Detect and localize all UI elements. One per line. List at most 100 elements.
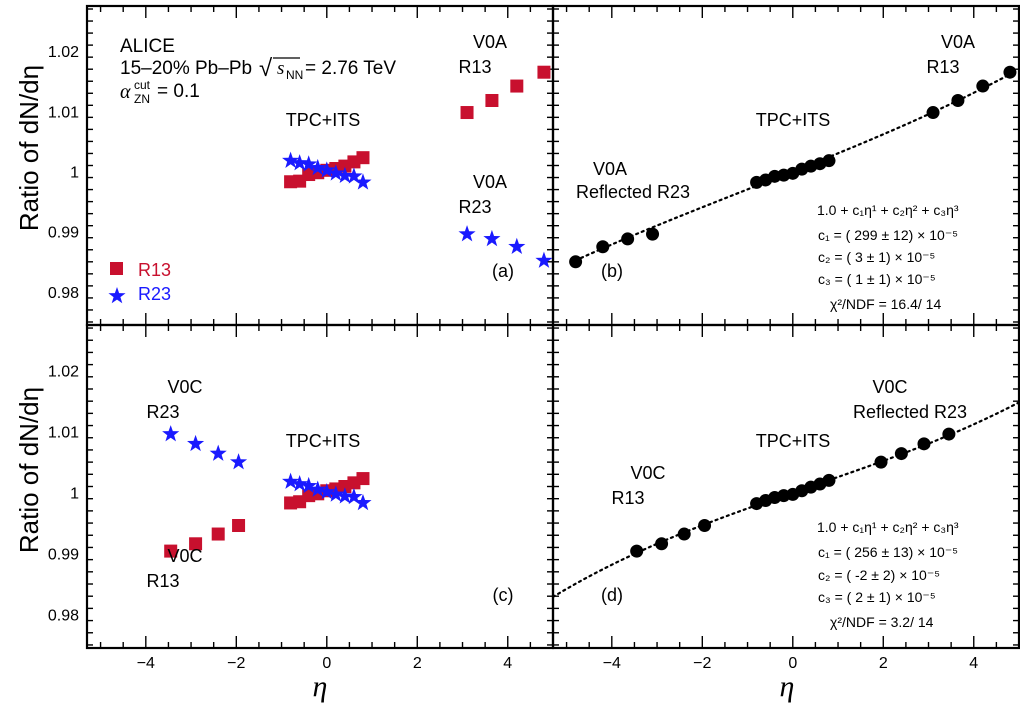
legend-r23-marker: [108, 287, 126, 304]
fit-c2-d: c₂ = ( -2 ± 2) × 10⁻⁵: [818, 567, 940, 583]
annotation-label: R13: [458, 57, 491, 77]
fit-data-point: [646, 227, 660, 241]
r23-point: [458, 225, 476, 242]
annotation-label: V0C: [167, 377, 202, 397]
fit-c1-b: c₁ = ( 299 ± 12) × 10⁻⁵: [818, 227, 958, 243]
r23-point: [318, 161, 336, 178]
annotation-label: V0C: [167, 546, 202, 566]
svg-text:cut: cut: [134, 78, 151, 92]
legend-r23-label: R23: [138, 284, 171, 304]
annotation-label: TPC+ITS: [756, 110, 831, 130]
panel-3: −4 −2 0 2 4 V0C Reflected R23 TPC+ITS V0C R13 (d): [551, 323, 1020, 672]
fit-data-point: [596, 240, 610, 254]
y-tick-label: 0.98: [48, 607, 79, 624]
x-tick-label: −2: [693, 655, 711, 672]
collision-system-label: 15–20% Pb–Pb √ s NN = 2.76 TeV: [120, 55, 396, 82]
r23-point: [336, 166, 354, 184]
r13-point: [356, 151, 370, 165]
plot-panels: 0.98 0.99 1 1.01 1.02 TPC+ITS V0A R13 V0A R23 (a) R…: [48, 4, 1020, 672]
panel-frame: [85, 323, 555, 650]
x-tick-label: −4: [137, 655, 155, 672]
r13-point: [356, 472, 370, 486]
fit-data-point: [874, 455, 888, 469]
y-tick-label: 0.99: [48, 225, 79, 242]
r23-point: [209, 444, 227, 461]
fit-data-point: [894, 447, 908, 461]
annotation-label: V0A: [473, 172, 507, 192]
fit-chi2-b: χ²/NDF = 16.4/ 14: [830, 296, 941, 312]
r23-point: [327, 485, 345, 502]
x-tick-label: 4: [503, 655, 512, 672]
r23-point: [354, 493, 372, 511]
r23-point: [318, 482, 336, 500]
sqrt-symbol: √: [259, 55, 273, 82]
fit-data-point: [677, 527, 691, 541]
svg-text:= 0.1: = 0.1: [157, 81, 200, 102]
r23-point: [282, 151, 300, 168]
r13-point: [189, 537, 203, 551]
fit-data-point: [621, 232, 635, 246]
panel-0: 0.98 0.99 1 1.01 1.02 TPC+ITS V0A R13 V0A R23 (a) R…: [48, 4, 555, 327]
x-tick-label: 4: [969, 655, 978, 672]
r23-point: [162, 425, 180, 442]
fit-data-point: [1003, 65, 1017, 79]
fit-data-point: [926, 106, 940, 120]
r23-point: [300, 476, 318, 494]
annotation-label: Reflected R23: [576, 182, 690, 202]
panel-letter: (a): [492, 261, 514, 281]
fit-c1-d: c₁ = ( 256 ± 13) × 10⁻⁵: [818, 544, 958, 560]
annotation-label: TPC+ITS: [286, 110, 361, 130]
annotation-label: V0C: [872, 377, 907, 397]
y-axis-title-bottom: Ratio of dN/dη: [14, 387, 44, 553]
r23-point: [291, 154, 309, 171]
y-tick-label: 1.01: [48, 104, 79, 121]
r23-point: [282, 472, 300, 489]
fit-results-d: 1.0 + c₁η¹ + c₂η² + c₃η³ c₁ = ( 256 ± 13…: [817, 519, 959, 630]
fit-data-point: [655, 537, 669, 551]
r13-point: [510, 79, 524, 93]
fit-data-point: [569, 255, 583, 269]
fit-c3-d: c₃ = ( 2 ± 1) × 10⁻⁵: [818, 589, 936, 605]
x-tick-label: 0: [322, 655, 331, 672]
y-tick-label: 1: [70, 165, 79, 182]
x-tick-label: 2: [879, 655, 888, 672]
annotation-label: V0A: [473, 32, 507, 52]
fit-data-point: [630, 544, 644, 558]
annotation-label: TPC+ITS: [286, 431, 361, 451]
annotation-label: V0C: [630, 463, 665, 483]
svg-text:s: s: [277, 58, 284, 79]
svg-text:ZN: ZN: [134, 92, 150, 106]
r23-point: [309, 480, 327, 497]
panel-letter: (d): [601, 585, 623, 605]
r23-point: [187, 434, 205, 452]
r23-point: [345, 167, 363, 184]
annotation-label: V0A: [941, 32, 975, 52]
fit-formula-d: 1.0 + c₁η¹ + c₂η² + c₃η³: [817, 519, 959, 535]
r23-point: [291, 475, 309, 492]
y-tick-label: 0.98: [48, 285, 79, 302]
r13-point: [232, 519, 246, 533]
annotation-label: V0A: [593, 159, 627, 179]
svg-text:α: α: [120, 81, 131, 103]
x-tick-label: 0: [788, 655, 797, 672]
fit-data-point: [822, 154, 836, 168]
r23-point: [230, 453, 248, 470]
annotation-label: Reflected R23: [853, 402, 967, 422]
svg-text:NN: NN: [286, 68, 303, 82]
r23-point: [300, 155, 318, 172]
r13-point: [164, 544, 178, 558]
x-axis-title-right: η: [780, 670, 795, 703]
r13-point: [485, 93, 499, 107]
fit-data-point: [822, 473, 836, 487]
fit-c2-b: c₂ = ( 3 ± 1) × 10⁻⁵: [818, 249, 935, 265]
r13-point: [460, 106, 474, 120]
x-tick-label: −2: [227, 655, 245, 672]
r23-point: [309, 158, 327, 176]
fit-results-b: 1.0 + c₁η¹ + c₂η² + c₃η³ c₁ = ( 299 ± 12…: [817, 202, 959, 312]
fit-data-point: [976, 79, 990, 93]
annotation-label: R13: [926, 57, 959, 77]
r23-point: [336, 487, 354, 504]
x-tick-label: −4: [603, 655, 621, 672]
y-axis-title-top: Ratio of dN/dη: [14, 65, 44, 231]
experiment-label: ALICE: [120, 36, 175, 57]
